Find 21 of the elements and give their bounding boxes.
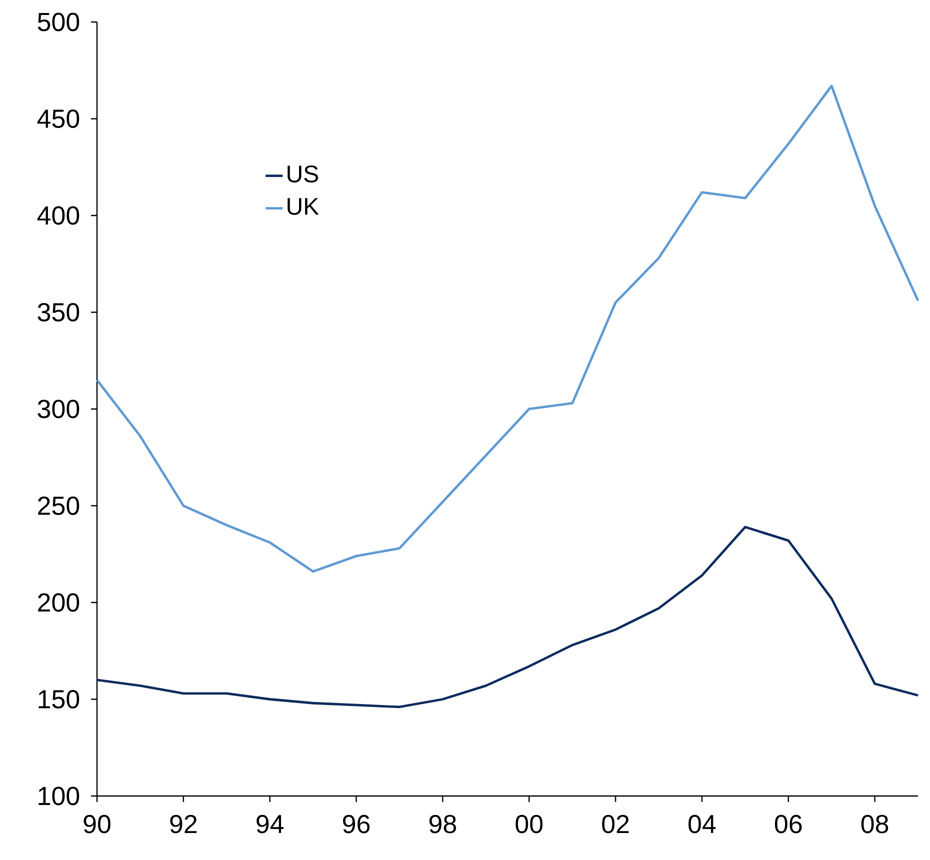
x-tick-label: 06	[774, 814, 802, 834]
y-tick-label: 150	[38, 690, 80, 708]
x-tick-label: 90	[84, 814, 110, 834]
x-tick-label: 00	[516, 814, 543, 834]
y-tick-label: 350	[38, 303, 80, 322]
x-tick-label: 02	[602, 814, 629, 834]
y-tick-label: 450	[37, 110, 80, 128]
x-tick-label: 94	[256, 814, 284, 834]
y-tick-label: 200	[38, 593, 80, 612]
y-tick-label: 100	[38, 786, 80, 806]
x-tick-label: 98	[429, 814, 456, 834]
y-tick-label: 250	[38, 496, 80, 515]
x-tick-label: 04	[688, 814, 716, 834]
x-tick-label: 08	[861, 814, 888, 834]
y-tick-label: 300	[38, 400, 80, 418]
y-tick-label: 400	[37, 206, 80, 225]
legend-label: US	[288, 165, 318, 182]
legend-label: UK	[288, 198, 319, 215]
y-tick-label: 500	[38, 12, 80, 32]
x-tick-label: 96	[343, 814, 370, 834]
x-tick-label: 92	[170, 814, 197, 834]
